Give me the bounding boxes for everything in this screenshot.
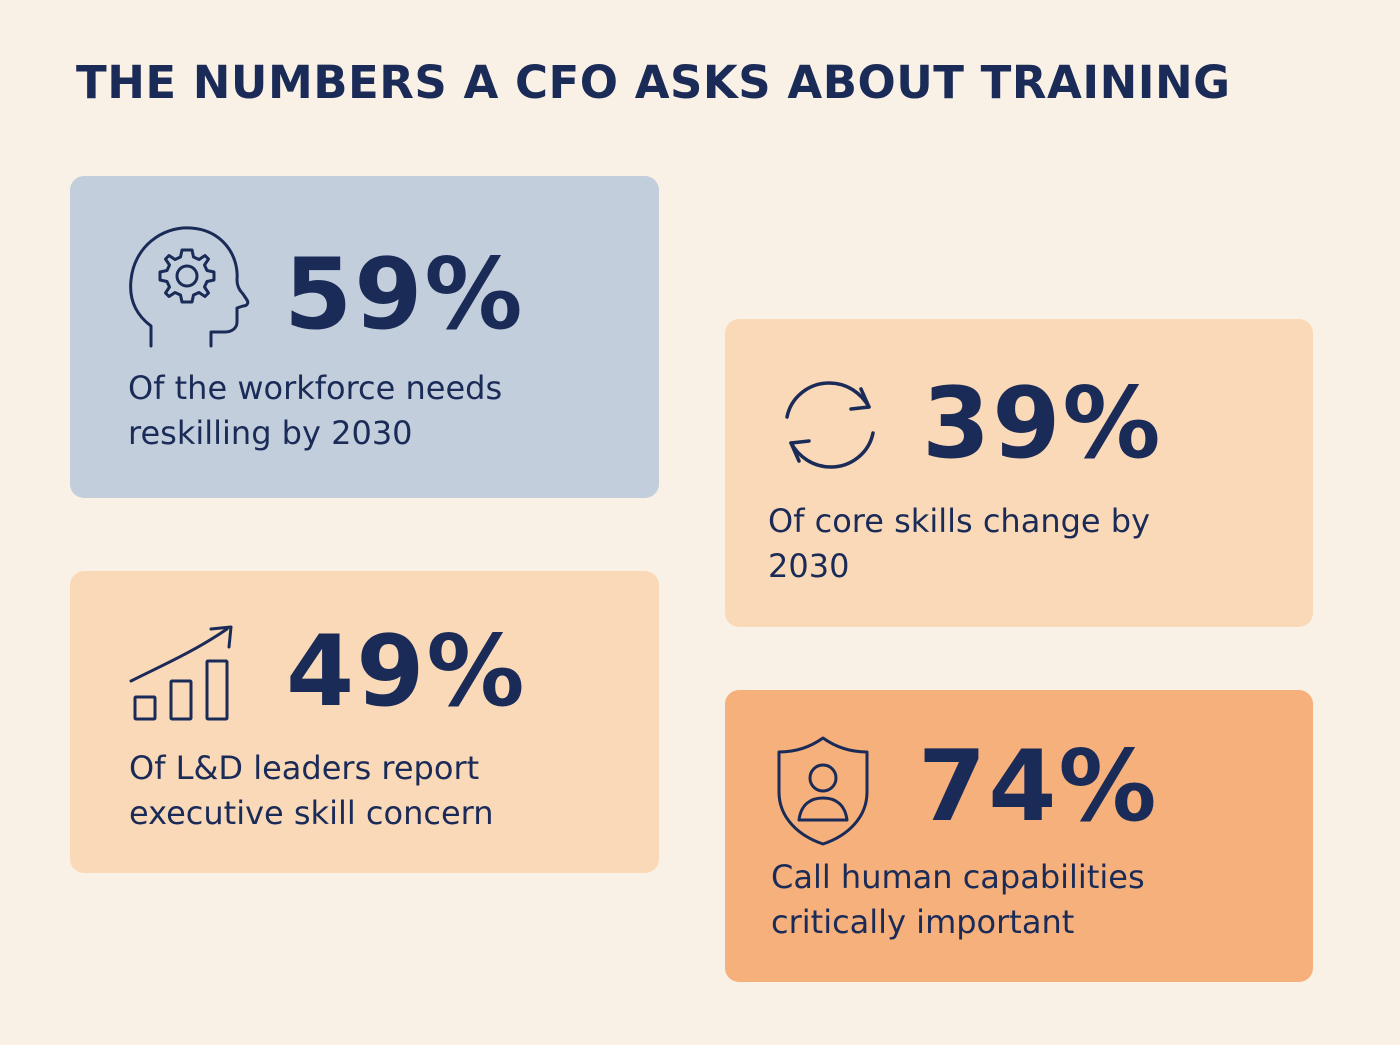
stat-card-core-skills: 39% Of core skills change by 2030 xyxy=(725,319,1313,627)
stat-description: Of the workforce needs reskilling by 203… xyxy=(128,369,503,452)
stat-value: 74% xyxy=(918,730,1159,844)
growth-chart-icon xyxy=(123,609,253,739)
stat-value: 39% xyxy=(922,367,1163,481)
stat-card-reskilling: 59% Of the workforce needs reskilling by… xyxy=(70,176,659,498)
stat-description: Of core skills change by 2030 xyxy=(768,502,1151,585)
head-gear-icon xyxy=(121,218,251,348)
stat-value: 59% xyxy=(284,238,525,352)
refresh-cycle-icon xyxy=(765,361,895,491)
stat-card-ld-leaders: 49% Of L&D leaders report executive skil… xyxy=(70,571,659,873)
stat-description: Of L&D leaders report executive skill co… xyxy=(129,749,494,832)
page-title: THE NUMBERS A CFO ASKS ABOUT TRAINING xyxy=(76,56,1231,109)
stat-card-human-capabilities: 74% Call human capabilities critically i… xyxy=(725,690,1313,982)
stat-value: 49% xyxy=(286,615,527,729)
shield-person-icon xyxy=(761,726,891,856)
stat-description: Call human capabilities critically impor… xyxy=(771,858,1145,941)
